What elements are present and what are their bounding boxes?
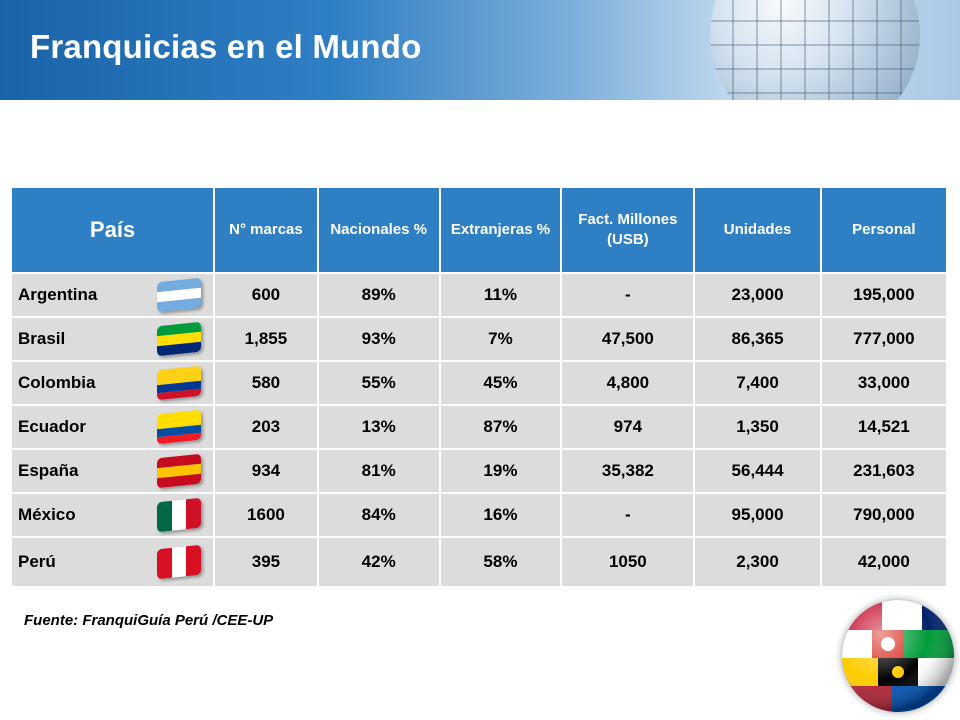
- country-name: Ecuador: [18, 417, 87, 436]
- flag-icon: [157, 497, 202, 533]
- source-note: Fuente: FranquiGuía Perú /CEE-UP: [24, 612, 274, 629]
- table-row: Argentina 600 89% 11% -23,000 195,000: [12, 274, 946, 316]
- cell-staff: 195,000: [821, 274, 946, 316]
- title-banner: Franquicias en el Mundo: [0, 0, 960, 100]
- table-row: México 1600 84% 16% -95,000 790,000: [12, 494, 946, 536]
- header-national: Nacionales %: [318, 188, 439, 272]
- cell-units: 2,300: [695, 538, 820, 586]
- cell-staff: 231,603: [821, 450, 946, 492]
- franchise-table: País N° marcas Nacionales % Extranjeras …: [10, 186, 948, 588]
- country-cell: Colombia: [12, 362, 214, 404]
- country-cell: Brasil: [12, 318, 214, 360]
- cell-staff: 790,000: [821, 494, 946, 536]
- cell-units: 1,350: [695, 406, 820, 448]
- country-cell: Argentina: [12, 274, 214, 316]
- cell-national: 84%: [318, 494, 439, 536]
- cell-brands: 580: [215, 362, 317, 404]
- country-name: Perú: [18, 552, 56, 571]
- flag-icon: [157, 409, 202, 445]
- cell-staff: 777,000: [821, 318, 946, 360]
- table-header-row: País N° marcas Nacionales % Extranjeras …: [12, 188, 946, 272]
- header-units: Unidades: [695, 188, 820, 272]
- cell-staff: 14,521: [821, 406, 946, 448]
- cell-national: 42%: [318, 538, 439, 586]
- cell-staff: 42,000: [821, 538, 946, 586]
- cell-units: 56,444: [695, 450, 820, 492]
- cell-brands: 395: [215, 538, 317, 586]
- cell-brands: 1600: [215, 494, 317, 536]
- cell-foreign: 16%: [440, 494, 561, 536]
- cell-revenue: -: [562, 274, 694, 316]
- globe-graphic: [710, 0, 920, 100]
- cell-brands: 1,855: [215, 318, 317, 360]
- cell-staff: 33,000: [821, 362, 946, 404]
- cell-revenue: 47,500: [562, 318, 694, 360]
- cell-revenue: 4,800: [562, 362, 694, 404]
- cell-foreign: 7%: [440, 318, 561, 360]
- country-name: Colombia: [18, 373, 96, 392]
- country-cell: España: [12, 450, 214, 492]
- flag-icon: [157, 544, 202, 580]
- table-row: Brasil 1,855 93% 7% 47,500 86,365 777,000: [12, 318, 946, 360]
- cell-foreign: 45%: [440, 362, 561, 404]
- country-name: Argentina: [18, 285, 98, 304]
- flag-icon: [157, 365, 202, 401]
- table-row: España 934 81% 19% 35,382 56,444 231,603: [12, 450, 946, 492]
- cell-units: 7,400: [695, 362, 820, 404]
- cell-foreign: 11%: [440, 274, 561, 316]
- slide-title: Franquicias en el Mundo: [30, 28, 422, 65]
- table-row: Ecuador 203 13% 87% 974 1,350 14,521: [12, 406, 946, 448]
- country-name: España: [18, 461, 79, 480]
- header-foreign: Extranjeras %: [440, 188, 561, 272]
- cell-revenue: -: [562, 494, 694, 536]
- cell-foreign: 19%: [440, 450, 561, 492]
- cell-brands: 934: [215, 450, 317, 492]
- cell-revenue: 35,382: [562, 450, 694, 492]
- cell-foreign: 58%: [440, 538, 561, 586]
- country-name: México: [18, 505, 76, 524]
- cell-national: 93%: [318, 318, 439, 360]
- cell-national: 13%: [318, 406, 439, 448]
- header-country: País: [12, 188, 214, 272]
- cell-national: 55%: [318, 362, 439, 404]
- table-row: Colombia 580 55% 45% 4,800 7,400 33,000: [12, 362, 946, 404]
- table-body: Argentina 600 89% 11% -23,000 195,000 Brasil 1,…: [12, 274, 946, 586]
- flag-icon: [157, 453, 202, 489]
- country-cell: Ecuador: [12, 406, 214, 448]
- header-revenue: Fact. Millones (USB): [562, 188, 694, 272]
- cell-units: 23,000: [695, 274, 820, 316]
- flag-icon: [157, 321, 202, 357]
- cell-brands: 203: [215, 406, 317, 448]
- cell-national: 81%: [318, 450, 439, 492]
- table-row: Perú 395 42% 58% 1050 2,300 42,000: [12, 538, 946, 586]
- cell-national: 89%: [318, 274, 439, 316]
- country-cell: Perú: [12, 538, 214, 586]
- country-cell: México: [12, 494, 214, 536]
- header-staff: Personal: [821, 188, 946, 272]
- cell-units: 86,365: [695, 318, 820, 360]
- header-brands: N° marcas: [215, 188, 317, 272]
- flag-icon: [157, 277, 202, 313]
- cell-brands: 600: [215, 274, 317, 316]
- cell-revenue: 974: [562, 406, 694, 448]
- cell-units: 95,000: [695, 494, 820, 536]
- cell-revenue: 1050: [562, 538, 694, 586]
- country-name: Brasil: [18, 329, 66, 348]
- cell-foreign: 87%: [440, 406, 561, 448]
- flags-globe-icon: [842, 600, 954, 712]
